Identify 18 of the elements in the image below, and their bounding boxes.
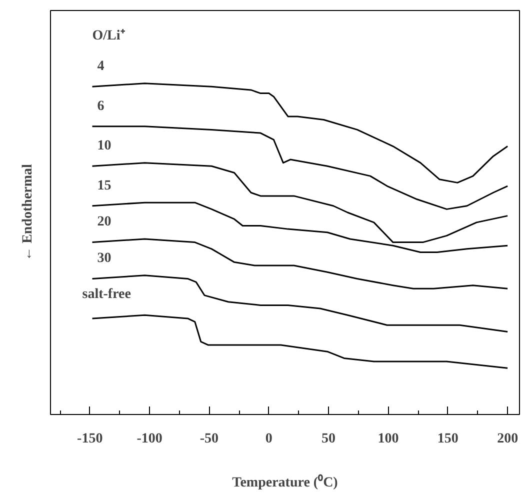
series-label: 15 [97,178,112,194]
x-tick-label: 200 [497,432,518,446]
legend-title: O/Li⁺ [92,28,126,44]
y-axis-title: ← Endothermal [20,164,36,261]
series-label: salt-free [82,286,131,302]
x-tick-label: 100 [378,432,399,446]
series-label: 10 [97,138,112,154]
series-label: 4 [97,59,104,74]
x-tick-label: 0 [265,432,272,446]
x-tick-label: -100 [136,432,162,446]
x-tick-label: -50 [200,432,219,446]
x-axis-title: Temperature (⁰C) [232,474,338,490]
x-tick-label: 150 [437,432,458,446]
x-tick-label: 50 [322,432,336,446]
series-label: 20 [97,214,112,230]
x-tick-label: -150 [77,432,103,446]
series-label: 6 [97,98,104,114]
series-label: 30 [97,251,112,266]
